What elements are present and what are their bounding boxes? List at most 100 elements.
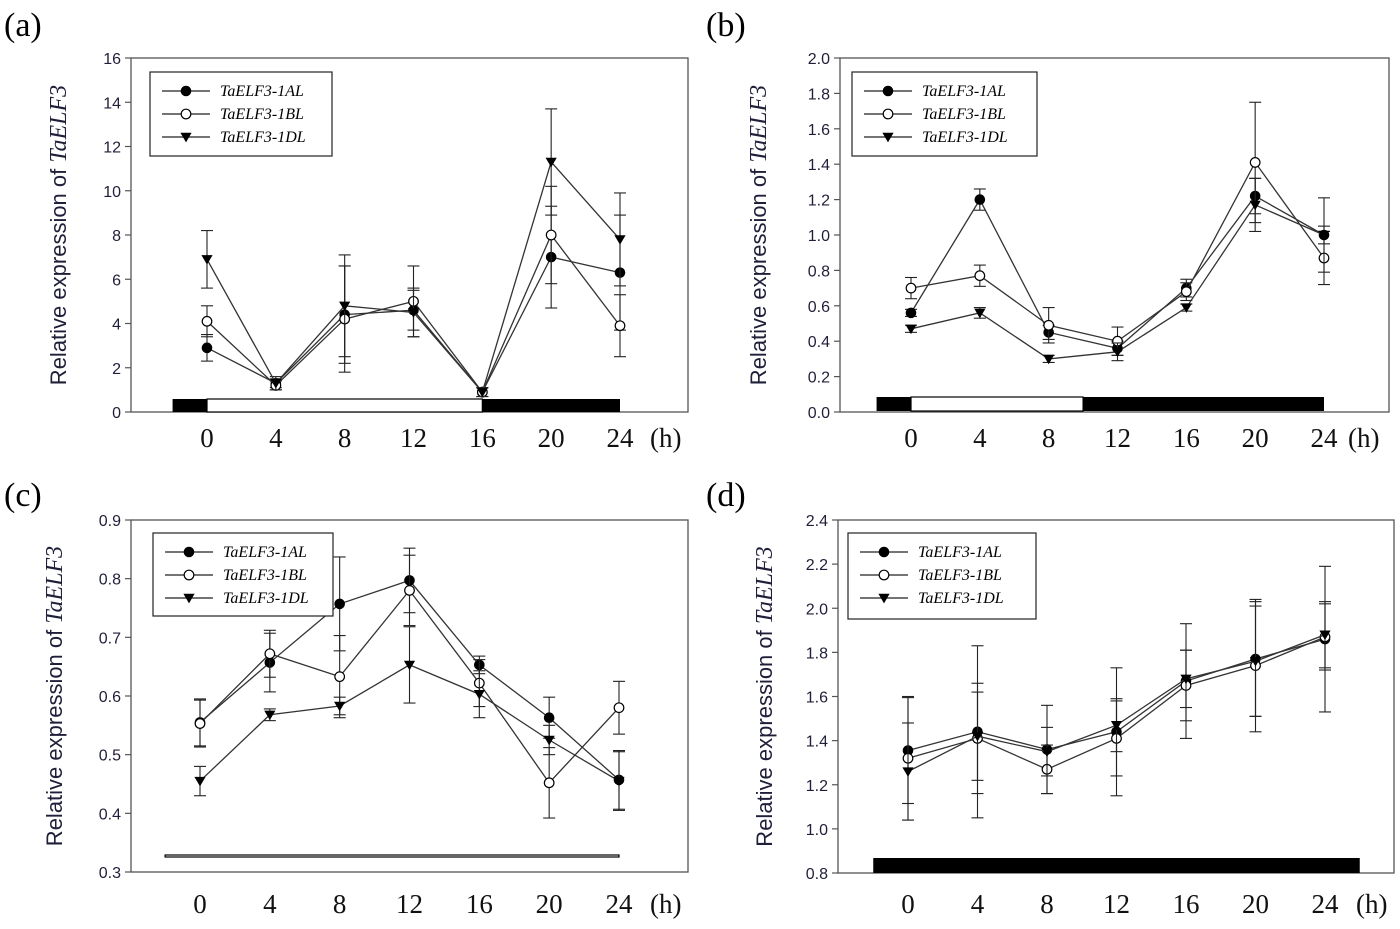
y-tick-label: 2.0 (806, 601, 828, 618)
y-tick-label: 1.2 (806, 778, 828, 795)
x-tick-label: 24 (1312, 889, 1340, 919)
x-tick-label: 4 (269, 423, 283, 453)
y-tick-label: 1.4 (806, 734, 828, 751)
data-point (407, 308, 420, 318)
legend-marker (183, 569, 195, 581)
y-tick-label: 0.4 (99, 806, 121, 823)
data-point (404, 585, 415, 596)
y-tick-label: 4 (112, 317, 121, 334)
legend-marker (180, 85, 192, 97)
data-point (545, 229, 557, 241)
chart-panel-3: (c) 0.3 0.4 0.5 0.6 0.7 0.8 0.9 0 4 8 12 16 20 24 (h) Re… (4, 477, 689, 919)
y-tick-label: 0.9 (99, 513, 121, 530)
data-point (264, 710, 276, 721)
dark-period-bar (482, 399, 620, 412)
legend-label: TaELF3-1AL (922, 83, 1006, 100)
data-point (264, 648, 276, 660)
y-tick-label: 1.6 (806, 690, 828, 707)
y-tick-label: 1.4 (808, 157, 830, 174)
light-period-bar (910, 396, 1084, 412)
legend-label: TaELF3-1AL (223, 544, 307, 561)
series-line (910, 195, 1325, 349)
y-tick-label: 10 (103, 184, 121, 201)
y-axis-title-gene: TaELF3 (752, 546, 778, 624)
dark-period-bar (876, 397, 911, 411)
x-tick-label: 8 (1040, 889, 1054, 919)
x-tick-label: 16 (466, 889, 493, 919)
x-tick-label: 0 (901, 889, 915, 919)
x-tick-label: 0 (193, 889, 207, 919)
legend-label: TaELF3-1DL (922, 129, 1008, 146)
x-tick-label: 20 (538, 423, 565, 453)
y-tick-label: 12 (103, 140, 121, 157)
data-point (613, 702, 625, 714)
data-point (1180, 286, 1192, 298)
y-tick-label: 0.6 (808, 299, 830, 316)
x-tick-label: 8 (1042, 423, 1056, 453)
data-point (201, 255, 213, 265)
y-tick-label: 2.2 (806, 557, 828, 574)
legend: TaELF3-1AL TaELF3-1BL TaELF3-1DL (152, 532, 334, 617)
x-unit-label: (h) (1356, 889, 1387, 919)
x-tick-label: 16 (469, 423, 496, 453)
x-tick-label: 16 (1173, 423, 1200, 453)
y-tick-label: 1.0 (808, 228, 830, 245)
y-tick-label: 0.0 (808, 405, 830, 422)
series-TaELF3-1DL (194, 626, 625, 811)
x-tick-label: 0 (200, 423, 214, 453)
y-axis-title: Relative expression of TaELF3 (46, 85, 72, 385)
y-axis-title-text: Relative expression of (752, 624, 777, 847)
data-point (201, 315, 213, 327)
legend-marker (180, 132, 192, 143)
series-TaELF3-1DL (905, 177, 1330, 365)
x-unit-label: (h) (650, 423, 681, 453)
y-tick-label: 8 (112, 228, 121, 245)
y-tick-label: 2.4 (806, 513, 828, 530)
legend-marker (878, 546, 890, 558)
legend-label: TaELF3-1BL (918, 567, 1002, 584)
x-tick-label: 4 (973, 423, 987, 453)
data-point (971, 732, 984, 742)
y-axis-title-gene: TaELF3 (746, 85, 772, 163)
legend-label: TaELF3-1BL (220, 106, 304, 123)
data-point (1319, 630, 1331, 641)
data-point (902, 767, 914, 777)
x-tick-label: 24 (606, 889, 634, 919)
data-point (334, 671, 346, 683)
x-unit-label: (h) (1348, 423, 1379, 453)
legend: TaELF3-1AL TaELF3-1BL TaELF3-1DL (847, 532, 1037, 620)
legend-marker (882, 108, 894, 120)
series-TaELF3-1DL (902, 601, 1331, 821)
x-tick-label: 20 (1242, 423, 1269, 453)
data-point (1041, 747, 1053, 757)
data-point (614, 320, 626, 332)
data-point (1043, 354, 1055, 365)
y-tick-label: 2.0 (808, 51, 830, 68)
data-point (339, 301, 351, 312)
y-tick-label: 0.5 (99, 748, 121, 765)
x-tick-label: 4 (263, 889, 277, 919)
y-tick-label: 1.0 (806, 822, 828, 839)
data-point (1043, 319, 1055, 331)
y-axis-title: Relative expression of TaELF3 (752, 546, 778, 846)
x-tick-label: 12 (400, 423, 427, 453)
y-tick-label: 1.8 (808, 86, 830, 103)
y-tick-label: 1.8 (806, 645, 828, 662)
legend-label: TaELF3-1AL (918, 544, 1002, 561)
dark-period-bar (172, 399, 207, 412)
y-tick-label: 0.2 (808, 370, 830, 387)
legend-label: TaELF3-1BL (922, 106, 1006, 123)
data-point (1180, 674, 1192, 685)
x-unit-label: (h) (650, 889, 681, 919)
data-point (194, 776, 206, 787)
x-tick-label: 12 (1104, 423, 1131, 453)
panel-letter: (d) (706, 477, 746, 514)
data-point (905, 324, 917, 335)
data-point (613, 776, 625, 787)
data-point (905, 282, 917, 294)
y-tick-label: 0.8 (808, 263, 830, 280)
y-tick-label: 0.3 (99, 865, 121, 882)
data-point (473, 690, 485, 700)
